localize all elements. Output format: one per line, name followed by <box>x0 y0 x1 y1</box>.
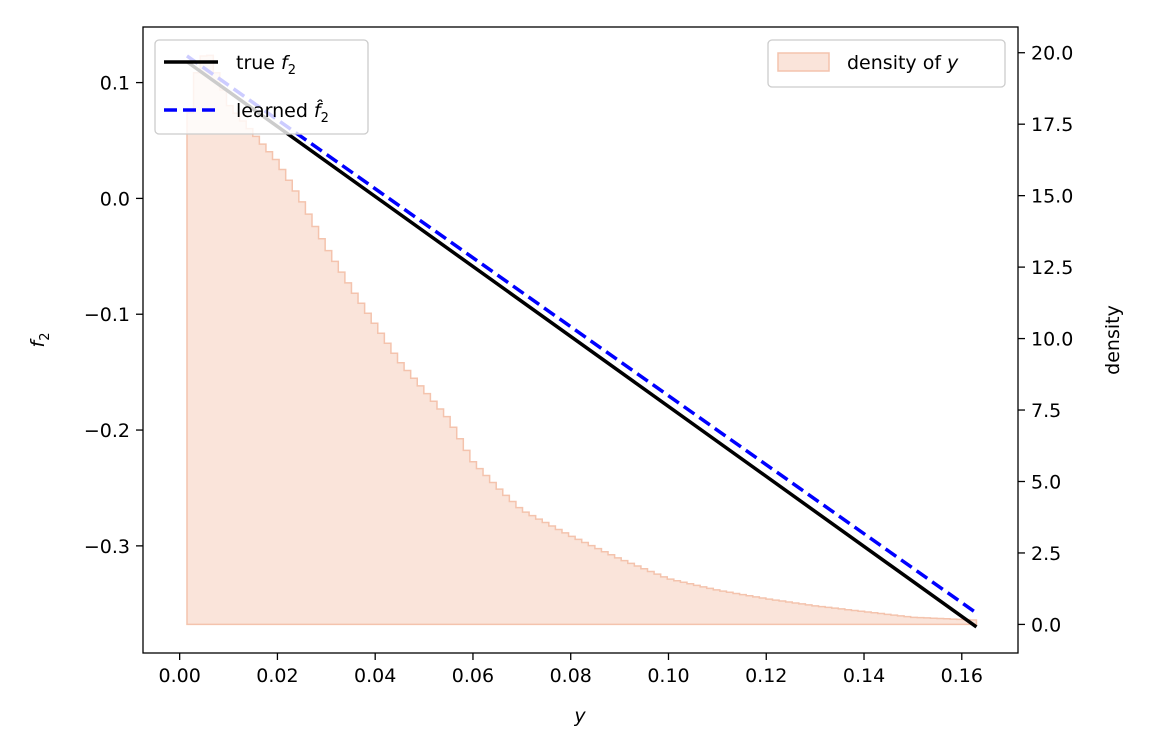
x-tick-label: 0.16 <box>941 665 983 687</box>
y-tick-label: −0.1 <box>84 304 130 326</box>
y-axis-label: f2 <box>27 333 53 348</box>
y2-tick-label: 10.0 <box>1031 329 1073 351</box>
x-tick-label: 0.04 <box>354 665 396 687</box>
legend-learned-math: f̂ <box>314 100 324 122</box>
legend-density-math: y <box>946 52 959 74</box>
y-axis-right: 0.0 2.5 5.0 7.5 10.0 12.5 15.0 17.5 20.0 <box>1018 43 1073 636</box>
legend-true-math: f <box>281 52 291 74</box>
legend-true-label: true f2 <box>236 52 296 78</box>
x-tick-label: 0.10 <box>647 665 689 687</box>
legend-learned-sub: 2 <box>321 111 329 126</box>
legend-density: density of y <box>767 39 1006 88</box>
y2-tick-label: 15.0 <box>1031 186 1073 208</box>
y-tick-label: −0.2 <box>84 420 130 442</box>
legend-learned-label: learned f̂2 <box>236 100 329 126</box>
y-tick-label: 0.0 <box>100 188 130 210</box>
y-tick-label: 0.1 <box>100 73 130 95</box>
x-tick-label: 0.12 <box>745 665 787 687</box>
y2-tick-label: 5.0 <box>1031 471 1061 493</box>
legend-lines: true f2 learned f̂2 <box>154 39 369 135</box>
y2-axis-label: density <box>1102 305 1124 375</box>
legend-density-label: density of y <box>847 52 959 74</box>
x-axis-label: y <box>573 705 586 727</box>
y-axis-label-main: f <box>27 337 49 347</box>
histogram-area <box>186 54 978 626</box>
series-line-true <box>185 60 978 629</box>
y2-tick-label: 17.5 <box>1031 114 1073 136</box>
x-tick-label: 0.06 <box>452 665 494 687</box>
x-axis: 0.00 0.02 0.04 0.06 0.08 0.10 0.12 0.14 0.16 <box>159 653 983 687</box>
legend-learned-name: learned <box>236 100 308 122</box>
x-tick-label: 0.14 <box>843 665 885 687</box>
x-tick-label: 0.00 <box>159 665 201 687</box>
x-tick-label: 0.02 <box>256 665 298 687</box>
density-histogram <box>186 54 978 626</box>
series-lines <box>185 54 978 629</box>
legend-density-name: density of <box>847 52 942 74</box>
y2-tick-label: 0.0 <box>1031 614 1061 636</box>
legend-true-sub: 2 <box>288 63 296 78</box>
legend-density-swatch <box>777 52 830 72</box>
y-axis-label-sub: 2 <box>38 333 53 341</box>
y-tick-label: −0.3 <box>84 536 130 558</box>
legend-density-box <box>767 39 1006 88</box>
plot-frame <box>142 26 1019 654</box>
x-tick-label: 0.08 <box>550 665 592 687</box>
legend-true-name: true <box>236 52 275 74</box>
y2-tick-label: 12.5 <box>1031 257 1073 279</box>
y2-tick-label: 20.0 <box>1031 43 1073 65</box>
series-line-learned <box>185 54 978 615</box>
y-axis-left: 0.1 0.0 −0.1 −0.2 −0.3 <box>84 73 143 558</box>
y2-tick-label: 2.5 <box>1031 543 1061 565</box>
y2-tick-label: 7.5 <box>1031 400 1061 422</box>
